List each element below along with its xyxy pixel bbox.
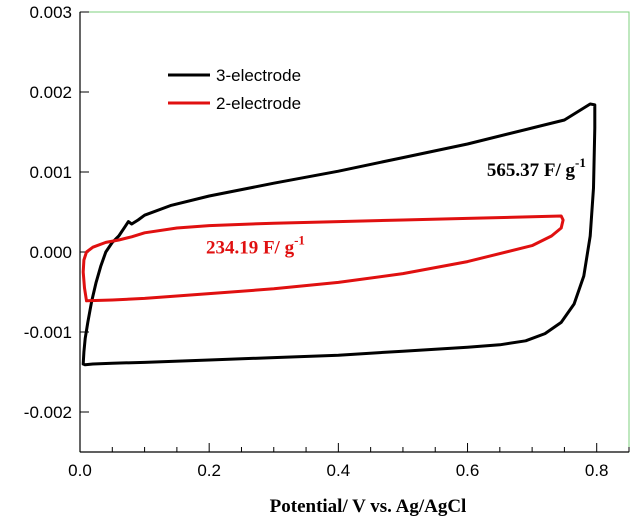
annotation-2-electrode-capacitance: 234.19 F/ g-1 xyxy=(206,233,305,259)
series-layer xyxy=(81,102,597,367)
annotation-2-electrode-sup: -1 xyxy=(294,233,305,248)
y-tick-label: 0.001 xyxy=(29,163,72,182)
series-line-2-electrode xyxy=(81,214,565,303)
y-tick-label: -0.001 xyxy=(24,323,72,342)
series-line-3-electrode xyxy=(81,102,597,367)
x-tick-label: 0.8 xyxy=(585,461,609,480)
axis-ticks: 0.0 0.2 0.4 0.6 0.8 -0.002 -0.001 0.000 0.001 0.0… xyxy=(24,3,630,480)
y-tick-label: -0.002 xyxy=(24,403,72,422)
x-tick-label: 0.2 xyxy=(197,461,221,480)
legend-label-3-electrode: 3-electrode xyxy=(216,66,301,85)
y-tick-label: 0.000 xyxy=(29,243,72,262)
x-tick-label: 0.0 xyxy=(68,461,92,480)
x-tick-label: 0.6 xyxy=(456,461,480,480)
annotation-2-electrode-text: 234.19 F/ g xyxy=(206,238,295,259)
annotation-3-electrode-text: 565.37 F/ g xyxy=(487,160,576,181)
y-tick-label: 0.003 xyxy=(29,3,72,22)
annotation-3-electrode-sup: -1 xyxy=(575,155,586,170)
legend-label-2-electrode: 2-electrode xyxy=(216,94,301,113)
x-axis-label: Potential/ V vs. Ag/AgCl xyxy=(270,496,467,517)
annotation-3-electrode-capacitance: 565.37 F/ g-1 xyxy=(487,155,586,181)
y-tick-label: 0.002 xyxy=(29,83,72,102)
x-tick-label: 0.4 xyxy=(327,461,351,480)
legend: 3-electrode 2-electrode xyxy=(168,66,301,113)
plot-frame xyxy=(79,11,630,453)
